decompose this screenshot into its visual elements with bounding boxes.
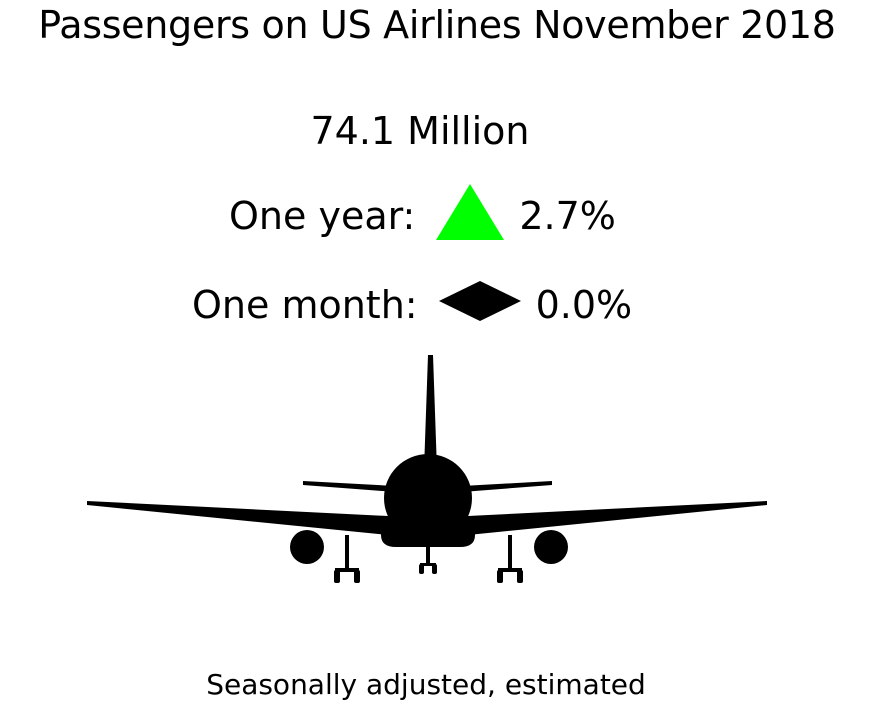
airplane-gear-left-wheel-b (354, 570, 360, 583)
airplane-stabilizer-left (303, 481, 395, 492)
airplane-tail (424, 355, 437, 470)
airplane-gear-nose-wheel-a (419, 564, 424, 574)
airplane-gear-nose-wheel-b (432, 564, 437, 574)
airplane-gear-left-strut (345, 535, 349, 570)
diamond-shape (438, 280, 521, 321)
up-triangle-icon (435, 182, 505, 251)
one-year-change: 2.7% (519, 194, 616, 238)
diamond-icon (438, 280, 522, 331)
airplane-gear-right-strut (508, 535, 512, 570)
one-year-row: One year: 2.7% (229, 183, 616, 246)
airplane-icon (87, 355, 767, 583)
airplane-engine-right (534, 530, 568, 564)
one-year-label: One year: (229, 194, 416, 238)
airplane-stabilizer-right (462, 481, 552, 492)
page-title: Passengers on US Airlines November 2018 (38, 3, 836, 47)
up-triangle-shape (436, 183, 505, 240)
footnote: Seasonally adjusted, estimated (206, 668, 646, 701)
airplane-gear-nose-strut (426, 547, 430, 564)
airplane-gear-right-wheel-a (497, 570, 503, 583)
airplane-engine-left (290, 530, 324, 564)
airplane-fuselage (384, 454, 472, 542)
airplane-gear-right-wheel-b (517, 570, 523, 583)
passenger-total: 74.1 Million (310, 109, 530, 153)
one-month-row: One month: 0.0% (192, 275, 632, 335)
airplane-wing-left (87, 501, 388, 535)
one-month-change: 0.0% (535, 283, 633, 327)
airplane-gear-left-wheel-a (334, 570, 340, 583)
one-month-label: One month: (192, 283, 418, 327)
airplane-wing-right (468, 501, 767, 535)
